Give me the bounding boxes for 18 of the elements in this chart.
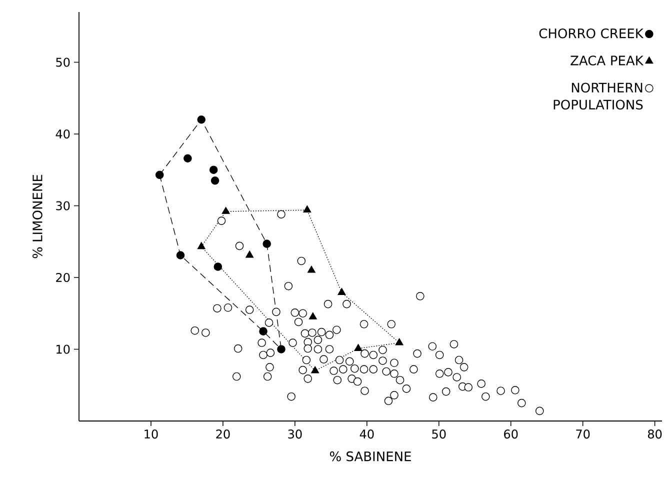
y-axis-title: % LIMONENE	[32, 174, 42, 258]
x-tick-label: 30	[288, 430, 302, 439]
x-tick-label: 50	[432, 430, 446, 439]
legend-label: NORTHERN POPULATIONS	[554, 82, 643, 110]
y-tick-label: 40	[56, 129, 70, 139]
x-tick-label: 10	[144, 430, 158, 439]
y-tick-label: 10	[56, 344, 70, 354]
x-tick-label: 80	[648, 430, 662, 439]
x-tick-label: 40	[360, 430, 374, 439]
legend-label: CHORRO CREEK	[539, 28, 644, 38]
y-tick-label: 20	[56, 272, 70, 282]
x-tick-label: 20	[216, 430, 230, 439]
x-axis-title: % SABINENE	[330, 451, 411, 462]
x-tick-label: 60	[504, 430, 518, 439]
legend-label: ZACA PEAK	[570, 56, 644, 66]
y-tick-label: 50	[56, 58, 70, 67]
y-tick-label: 30	[56, 201, 70, 210]
x-tick-label: 70	[576, 430, 590, 439]
